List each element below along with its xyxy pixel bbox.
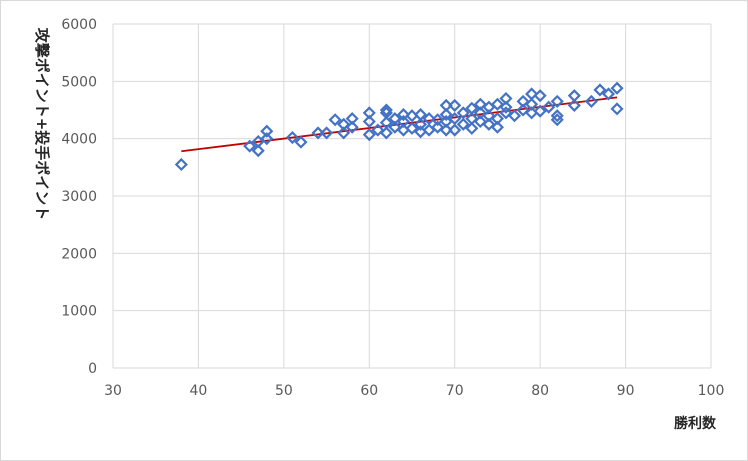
x-tick-label: 70	[446, 383, 464, 399]
data-point	[499, 100, 513, 114]
data-point	[499, 106, 513, 120]
data-point	[413, 117, 428, 131]
y-tick-label: 0	[88, 361, 97, 377]
data-point	[260, 124, 274, 138]
gridlines	[112, 23, 712, 369]
data-point	[388, 120, 402, 134]
data-point	[456, 106, 470, 120]
data-point	[413, 108, 428, 122]
data-point	[371, 123, 385, 137]
data-point	[610, 102, 624, 116]
data-point	[448, 112, 462, 126]
data-point	[362, 128, 376, 142]
x-tick-label: 50	[275, 383, 293, 399]
data-point	[422, 112, 436, 126]
data-point	[550, 94, 564, 108]
y-tick-label: 3000	[61, 189, 97, 205]
y-tick-label: 2000	[61, 246, 97, 262]
x-tick-label: 100	[698, 383, 725, 399]
x-tick-label: 30	[104, 383, 122, 399]
data-point	[465, 121, 479, 135]
data-point	[473, 97, 487, 111]
data-point	[482, 109, 496, 123]
x-axis-title: 勝利数	[674, 415, 717, 432]
data-point	[482, 117, 496, 131]
data-point	[593, 83, 607, 97]
data-point	[448, 98, 462, 112]
data-point	[243, 139, 257, 153]
data-point	[584, 94, 598, 108]
data-point	[379, 126, 393, 140]
data-point	[567, 98, 581, 112]
data-point	[362, 106, 376, 120]
data-point	[473, 114, 487, 129]
data-point	[516, 94, 530, 108]
data-point	[328, 113, 342, 127]
data-point	[311, 126, 325, 140]
y-axis-title: 攻撃ポイント+投手ポイント	[33, 28, 51, 221]
y-tick-label: 1000	[61, 304, 97, 320]
data-point	[174, 157, 188, 172]
y-tick-label: 6000	[61, 17, 97, 33]
data-point	[490, 120, 504, 134]
data-point	[473, 106, 487, 120]
data-point	[320, 126, 334, 140]
data-point	[525, 87, 539, 101]
data-point	[567, 89, 581, 103]
data-point	[431, 120, 445, 134]
data-point	[379, 103, 393, 117]
x-tick-label: 90	[617, 383, 635, 399]
data-point	[465, 112, 479, 126]
data-point	[516, 103, 530, 117]
data-point	[379, 116, 393, 130]
data-point	[260, 132, 274, 146]
x-tick-label: 40	[190, 383, 208, 399]
data-point	[499, 91, 513, 106]
data-point	[533, 104, 547, 118]
data-point	[431, 113, 445, 127]
data-point	[448, 123, 462, 137]
data-point	[345, 120, 359, 134]
tick-labels: 30 40 50 60 70 80 90 10001000200030004000500060…	[61, 17, 724, 399]
data-point	[251, 144, 265, 158]
data-point	[337, 126, 351, 140]
data-point	[507, 109, 522, 123]
data-point	[439, 108, 453, 122]
y-tick-label: 5000	[61, 74, 97, 90]
data-point	[542, 100, 556, 114]
data-point	[465, 101, 479, 115]
data-point	[362, 114, 376, 129]
data-point	[601, 87, 616, 101]
data-point	[610, 81, 624, 95]
data-point	[405, 121, 419, 135]
x-tick-label: 60	[360, 383, 378, 399]
data-point	[388, 112, 402, 126]
x-tick-label: 80	[531, 383, 549, 399]
data-point	[439, 123, 453, 137]
data-points	[174, 81, 624, 172]
data-point	[396, 114, 411, 129]
data-point	[533, 89, 547, 103]
data-point	[550, 109, 564, 123]
data-point	[337, 117, 351, 131]
y-tick-label: 4000	[61, 132, 97, 148]
data-point	[456, 117, 470, 131]
data-point	[396, 108, 411, 122]
data-point	[439, 98, 453, 112]
data-point	[490, 112, 504, 126]
data-point	[285, 130, 299, 145]
data-point	[525, 97, 539, 111]
data-point	[490, 97, 504, 111]
data-point	[294, 135, 308, 149]
